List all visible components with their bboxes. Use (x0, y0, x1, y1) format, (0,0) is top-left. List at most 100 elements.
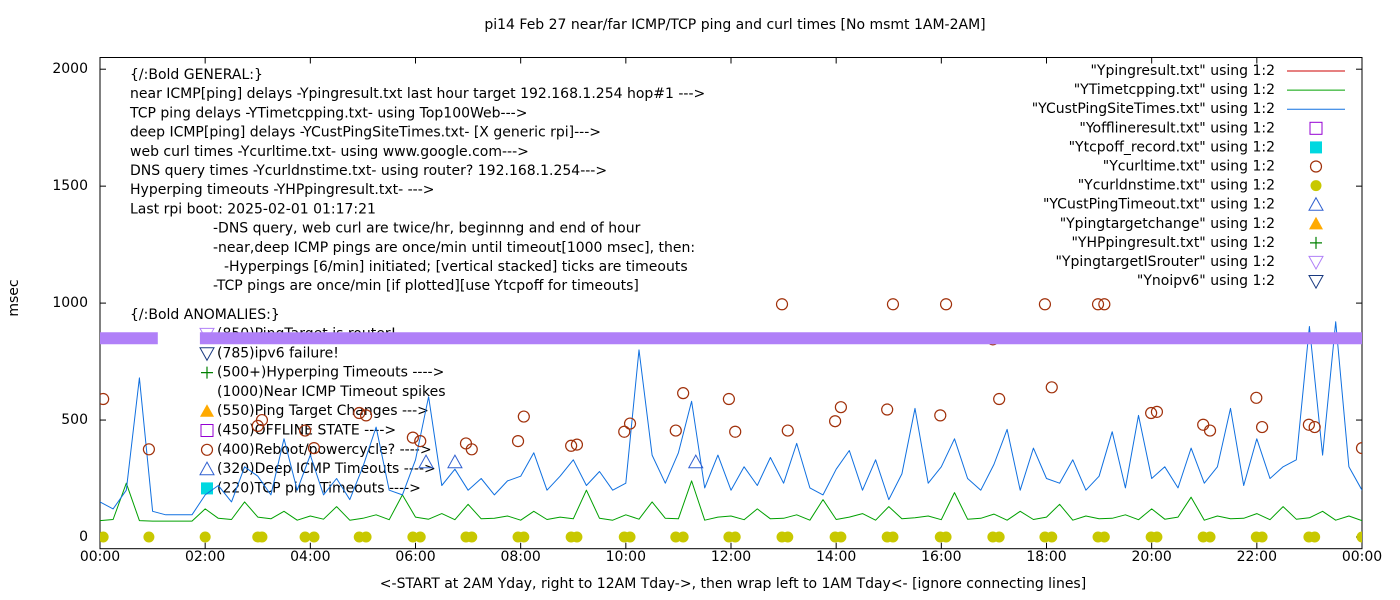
annotation-icon (200, 424, 214, 437)
data-point (307, 442, 321, 455)
data-point (447, 454, 463, 469)
data-point (1046, 531, 1058, 543)
series-line (100, 480, 1362, 522)
data-point (881, 403, 894, 416)
series-line (100, 321, 1362, 516)
y-tick-label: 500 (61, 412, 88, 428)
annotation: (550)Ping Target Changes ---> (217, 403, 429, 419)
legend-label: "Ycurltime.txt" using 1:2 (1103, 159, 1275, 175)
data-point (722, 392, 735, 406)
data-point (1250, 391, 1263, 404)
data-point (993, 392, 1006, 406)
legend-swatch (1309, 160, 1323, 173)
data-point (517, 410, 530, 423)
data-point (299, 531, 311, 543)
x-tick-label: 00:00 (80, 549, 120, 565)
x-tick-label: 04:00 (290, 549, 330, 565)
data-point (199, 531, 211, 543)
annotation: deep ICMP[ping] delays -YCustPingSiteTim… (130, 125, 601, 141)
data-point (465, 443, 478, 456)
annotation: Last rpi boot: 2025-02-01 01:17:21 (130, 201, 376, 217)
data-point (782, 531, 794, 543)
data-point (677, 387, 690, 400)
x-tick-label: 20:00 (1131, 549, 1171, 565)
legend-swatch (1309, 216, 1323, 230)
data-point (993, 531, 1005, 543)
annotation: -near,deep ICMP pings are once/min until… (213, 240, 695, 256)
data-point (459, 437, 473, 450)
data-point (100, 392, 110, 406)
annotation: (1000)Near ICMP Timeout spikes (217, 384, 446, 400)
data-point (518, 531, 530, 543)
annotation: DNS query times -Ycurldnstime.txt- using… (130, 163, 607, 179)
data-point (939, 298, 953, 311)
x-tick-label: 00:00 (1342, 549, 1382, 565)
legend-label: "Ypingresult.txt" using 1:2 (1090, 63, 1275, 79)
data-point (1309, 531, 1321, 543)
annotation: (320)Deep ICMP Timeouts ----> (217, 461, 436, 477)
data-point (143, 531, 155, 543)
data-point (834, 401, 847, 414)
x-tick-label: 06:00 (395, 549, 435, 565)
data-point (1150, 405, 1164, 418)
annotation: -Hyperpings [6/min] initiated; [vertical… (224, 259, 688, 275)
legend-label: "YTimetcpping.txt" using 1:2 (1074, 82, 1275, 98)
annotation: near ICMP[ping] delays -Ypingresult.txt … (130, 86, 705, 102)
data-point (570, 438, 584, 451)
annotation: -DNS query, web curl are twice/hr, begin… (213, 221, 641, 237)
x-tick-label: 10:00 (606, 549, 646, 565)
data-point (359, 409, 373, 422)
data-point (466, 531, 478, 543)
legend-label: "Ycurldnstime.txt" using 1:2 (1078, 178, 1275, 194)
legend-swatch (1310, 180, 1322, 192)
data-point (1045, 381, 1058, 394)
data-point (677, 531, 689, 543)
data-point (308, 531, 320, 543)
x-tick-label: 16:00 (921, 549, 961, 565)
data-point (360, 531, 372, 543)
data-point (835, 531, 847, 543)
annotation: (450)OFFLINE STATE ----> (217, 423, 396, 439)
legend-swatch (1308, 275, 1324, 290)
data-point (618, 425, 631, 438)
annotation: web curl times -Ycurltime.txt- using www… (130, 144, 529, 160)
data-point (1151, 531, 1163, 543)
data-point (100, 531, 109, 543)
data-point (1038, 298, 1052, 311)
y-axis-label: msec (6, 279, 22, 316)
data-point (1145, 406, 1158, 420)
plot-area (100, 298, 1362, 543)
data-point (687, 454, 704, 469)
data-point (1355, 442, 1362, 455)
annotation-icon (199, 461, 215, 476)
data-point (1197, 418, 1210, 431)
annotation: (500+)Hyperping Timeouts ----> (217, 365, 444, 381)
data-point (255, 413, 269, 427)
data-point (414, 531, 426, 543)
legend-label: "YpingtargetISrouter" using 1:2 (1055, 254, 1275, 270)
data-point (1098, 298, 1111, 311)
annotation-icon (201, 366, 213, 379)
data-point (414, 435, 427, 448)
data-point (623, 417, 637, 430)
data-point (353, 406, 366, 420)
legend-swatch (1308, 255, 1324, 271)
data-point (571, 531, 583, 543)
data-point (1091, 298, 1105, 311)
annotation: (785)ipv6 failure! (217, 345, 339, 361)
data-point (934, 409, 947, 422)
data-point (1302, 418, 1315, 431)
data-point (418, 454, 434, 469)
data-point (1098, 531, 1110, 543)
chart-title: pi14 Feb 27 near/far ICMP/TCP ping and c… (484, 17, 985, 33)
annotation: {/:Bold ANOMALIES:} (130, 307, 280, 323)
x-tick-label: 12:00 (711, 549, 751, 565)
data-point (669, 424, 682, 437)
y-tick-label: 0 (79, 529, 88, 545)
y-tick-label: 2000 (52, 61, 88, 77)
legend-label: "Ypingtargetchange" using 1:2 (1060, 216, 1275, 232)
data-point (1204, 531, 1216, 543)
legend-swatch (1310, 236, 1322, 249)
data-point (781, 424, 794, 437)
annotation-icon (200, 404, 214, 417)
